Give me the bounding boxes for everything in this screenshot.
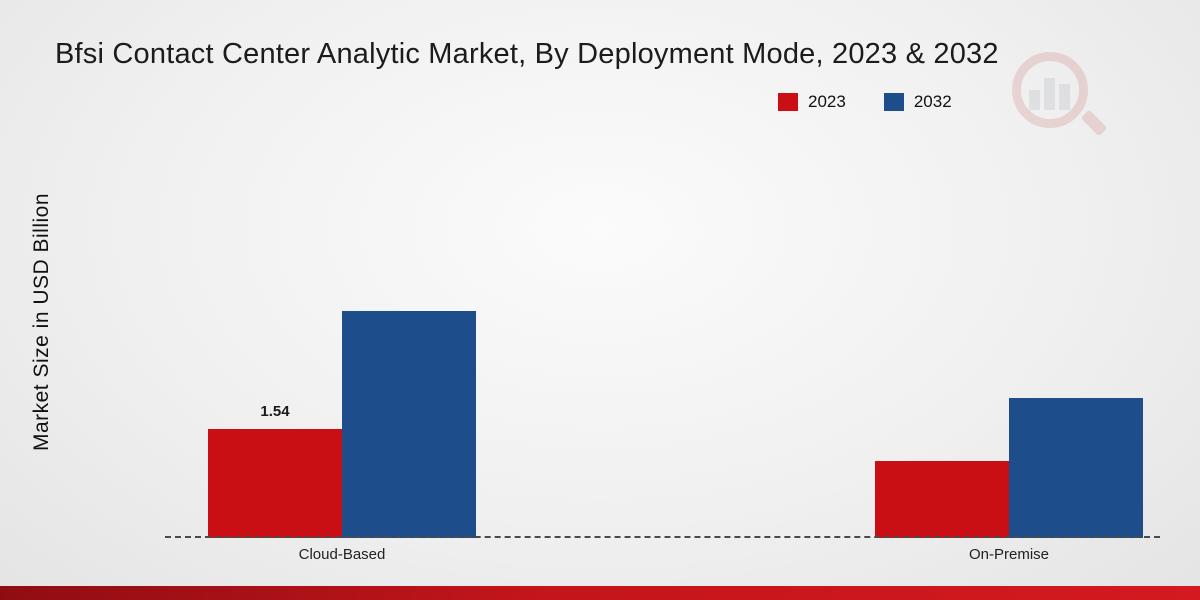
x-axis-baseline	[165, 536, 1160, 538]
footer-red-strip	[0, 586, 1200, 600]
bar-2023-cloud-based: 1.54	[208, 403, 342, 538]
magnifier-ring-icon	[1012, 52, 1088, 128]
bar-value-label: 1.54	[260, 403, 290, 420]
category-label-cloud-based: Cloud-Based	[298, 546, 386, 563]
y-axis-label: Market Size in USD Billion	[30, 192, 53, 452]
plot-area: 1.54 Cloud-Based On-Premise	[165, 140, 1160, 563]
bar-icon	[1059, 84, 1070, 110]
legend-swatch-2023	[778, 93, 798, 111]
legend-label-2032: 2032	[913, 92, 952, 111]
legend-item-2032: 2032	[883, 92, 952, 112]
bar-group-cloud-based: 1.54 Cloud-Based	[208, 311, 476, 563]
legend-swatch-2032	[883, 93, 904, 111]
legend: 2023 2032	[778, 92, 952, 112]
legend-item-2023: 2023	[778, 92, 846, 112]
watermark-logo	[1012, 52, 1108, 137]
bar-2032-cloud-based	[342, 311, 476, 538]
bar-2023-on-premise	[875, 461, 1009, 538]
magnifier-handle-icon	[1080, 109, 1108, 137]
bar-group-on-premise: On-Premise	[875, 398, 1143, 563]
chart-title: Bfsi Contact Center Analytic Market, By …	[55, 38, 999, 70]
category-label-on-premise: On-Premise	[968, 546, 1050, 563]
bar-icon	[1044, 78, 1055, 110]
bar-icon	[1029, 90, 1040, 110]
bar-2032-on-premise	[1009, 398, 1143, 538]
legend-label-2023: 2023	[808, 92, 846, 111]
